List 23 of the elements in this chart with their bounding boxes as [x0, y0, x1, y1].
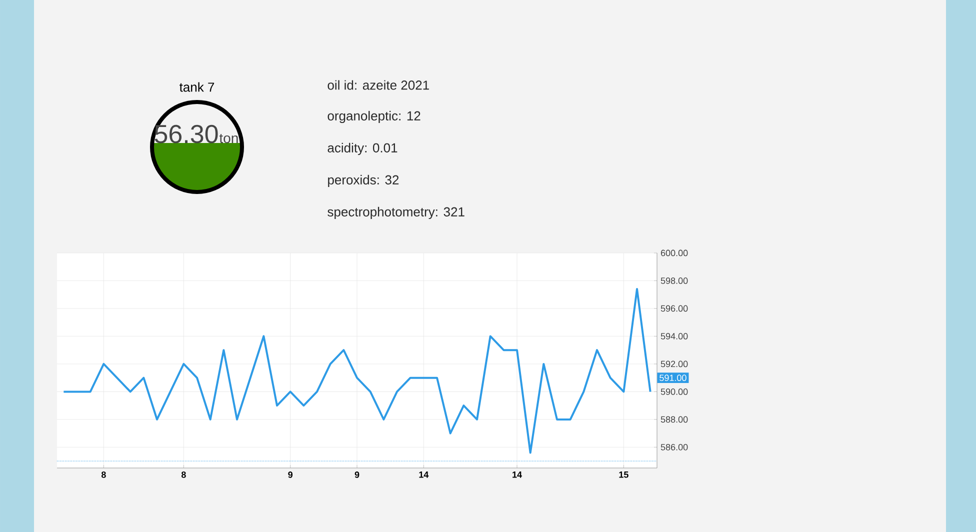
text: tank 7: [180, 82, 214, 92]
text: acidity: 0.01: [328, 142, 398, 156]
y-tick-label: 590.00: [660, 388, 688, 395]
x-tick-label: 9: [288, 472, 293, 478]
text: ton: [219, 134, 238, 144]
x-tick-label: 15: [619, 472, 628, 478]
y-tick-label: 594.00: [660, 333, 688, 340]
text: spectrophotometry: 321: [328, 206, 464, 220]
text: organoleptic: 12: [328, 110, 420, 124]
y-tick-label: 586.00: [660, 444, 688, 450]
y-tick-label: 592.00: [660, 360, 688, 368]
y-tick-label: 588.00: [660, 416, 688, 423]
x-tick-label: 9: [354, 472, 360, 478]
text: peroxids: 32: [328, 174, 399, 188]
x-tick-label: 14: [419, 472, 429, 478]
y-tick-label: 600.00: [660, 250, 688, 256]
x-tick-label: 8: [181, 472, 186, 478]
y-tick-label: 596.00: [660, 305, 688, 312]
text: oil id: azeite 2021: [328, 80, 429, 90]
y-tick-label: 598.00: [660, 278, 688, 284]
x-tick-label: 8: [101, 472, 106, 478]
annotation: 591.00: [660, 374, 686, 382]
x-tick-label: 14: [512, 472, 522, 478]
